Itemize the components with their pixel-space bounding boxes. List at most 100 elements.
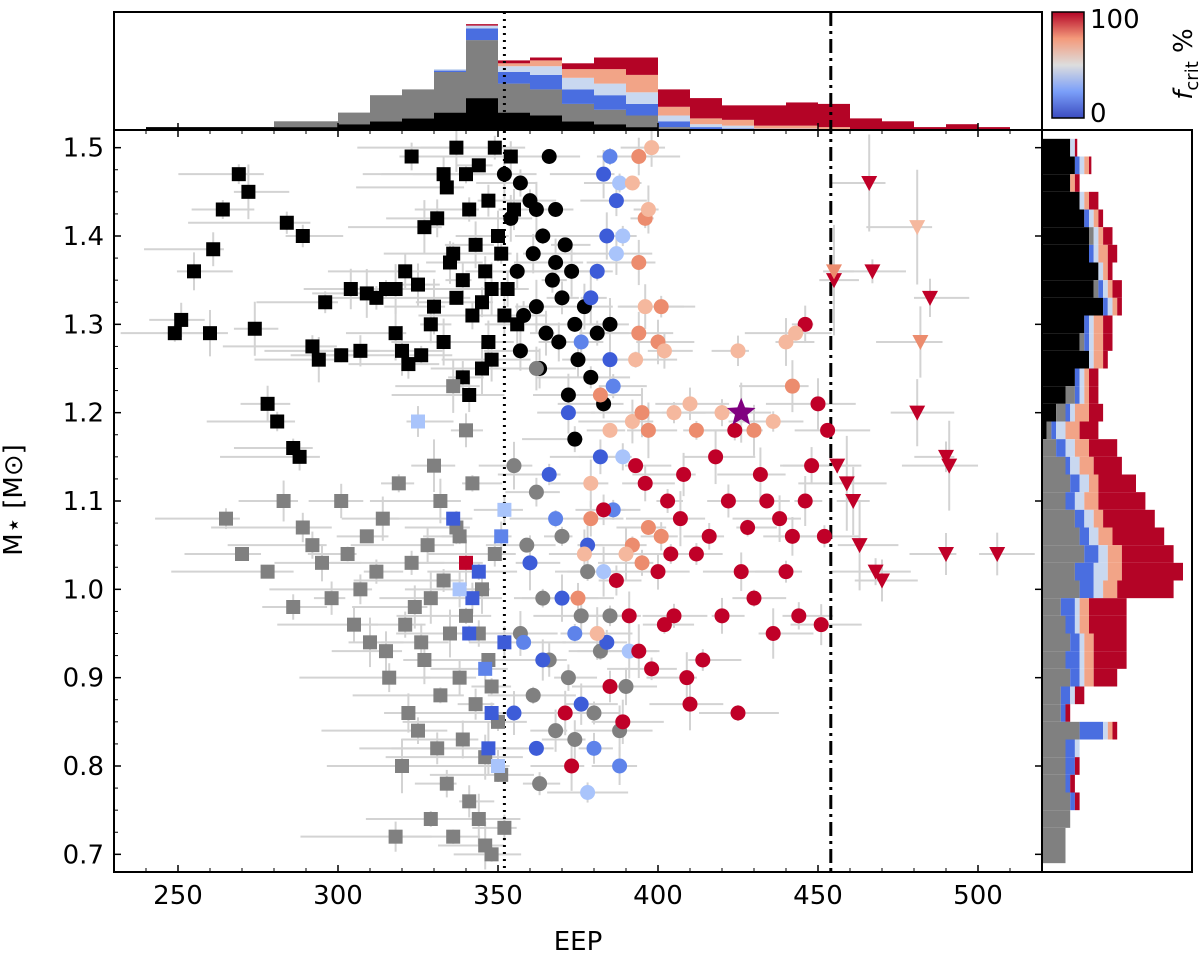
top-hist-bar xyxy=(594,109,626,125)
right-hist-bar xyxy=(1098,209,1104,228)
circle-point xyxy=(548,202,564,217)
circle-point xyxy=(810,396,826,412)
circle-point xyxy=(506,705,522,721)
circle-point xyxy=(637,299,653,315)
circle-point xyxy=(682,396,698,412)
right-hist-bar xyxy=(1079,421,1099,440)
right-hist-bar xyxy=(1074,792,1080,811)
circle-point xyxy=(714,608,730,624)
right-hist-bar xyxy=(1065,492,1075,510)
right-hist-bar xyxy=(1042,545,1085,563)
right-hist-bar xyxy=(1070,792,1075,811)
top-hist-bar xyxy=(306,121,338,128)
square-point xyxy=(449,290,464,305)
square-point xyxy=(487,140,502,155)
square-point xyxy=(459,423,473,438)
square-point xyxy=(241,184,256,199)
circle-point xyxy=(631,325,647,341)
top-hist-bar xyxy=(626,115,658,128)
top-hist-bar xyxy=(690,124,722,128)
top-hist-bar xyxy=(786,102,818,126)
right-hist-bar xyxy=(1093,668,1118,687)
circle-point xyxy=(548,255,564,270)
square-point xyxy=(388,282,403,296)
square-point xyxy=(459,608,473,623)
right-hist-bar xyxy=(1074,492,1085,510)
right-hist-bar xyxy=(1042,651,1066,669)
top-hist-bar xyxy=(498,60,530,64)
circle-point xyxy=(592,449,608,465)
y-tick-label: 1.3 xyxy=(63,310,104,340)
top-hist-bar xyxy=(498,63,530,67)
right-hist-bar xyxy=(1042,792,1071,811)
circle-point xyxy=(583,369,599,385)
circle-point xyxy=(765,626,781,641)
y-tick-label: 1.0 xyxy=(63,575,104,605)
x-tick-label: 400 xyxy=(633,881,683,911)
top-hist-bar xyxy=(818,103,850,128)
top-hist-bar xyxy=(434,72,466,113)
y-tick-label: 0.7 xyxy=(63,840,104,870)
top-hist-bar xyxy=(434,69,466,71)
square-point xyxy=(404,555,419,570)
triangle-point xyxy=(909,220,926,236)
circle-point xyxy=(583,511,599,527)
circle-point xyxy=(548,511,564,527)
circle-point xyxy=(583,290,599,306)
circle-point xyxy=(557,705,573,721)
circle-point xyxy=(676,467,692,482)
square-point xyxy=(369,564,384,579)
right-hist-bar xyxy=(1079,527,1089,546)
right-hist-bar xyxy=(1093,562,1108,581)
right-hist-bar xyxy=(1070,456,1080,475)
square-point xyxy=(459,555,473,570)
circle-point xyxy=(570,352,586,368)
top-hist-bar xyxy=(658,106,690,116)
triangle-point xyxy=(864,264,881,280)
colorbar-max-label: 100 xyxy=(1090,5,1140,35)
circle-point xyxy=(528,361,544,376)
right-hist-bar xyxy=(1056,403,1066,422)
circle-point xyxy=(640,422,656,438)
triangle-point xyxy=(912,335,929,350)
y-axis-label: M⋆ [M⊙] xyxy=(0,444,29,555)
square-point xyxy=(286,600,301,614)
right-hist-bar xyxy=(1093,580,1104,599)
square-point xyxy=(391,476,406,491)
colorbar xyxy=(1051,11,1085,119)
square-point xyxy=(468,697,483,712)
circle-point xyxy=(714,405,730,421)
top-hist-bar xyxy=(466,24,498,26)
right-hist-bar xyxy=(1103,509,1155,528)
circle-point xyxy=(596,166,612,182)
right-hist-bar xyxy=(1103,333,1113,351)
right-hist-bar xyxy=(1084,333,1089,351)
square-point xyxy=(324,591,339,606)
top-hist-bar xyxy=(562,89,594,104)
square-point xyxy=(411,277,425,292)
right-hist-bar xyxy=(1098,262,1104,281)
circle-point xyxy=(784,378,800,394)
circle-point xyxy=(532,776,548,792)
top-hist-bar xyxy=(594,83,626,96)
right-hist-bar xyxy=(1074,403,1089,422)
right-hist-bar xyxy=(1089,439,1118,457)
circle-point xyxy=(599,634,615,650)
circle-point xyxy=(631,149,647,164)
right-hist-bar xyxy=(1079,456,1094,475)
circle-point xyxy=(596,502,612,518)
circle-point xyxy=(624,414,640,429)
square-point xyxy=(465,308,480,323)
circle-point xyxy=(589,626,605,641)
right-hist-bar xyxy=(1089,191,1099,210)
right-hist-bar xyxy=(1084,651,1094,669)
square-point xyxy=(411,414,425,429)
right-hist-bar xyxy=(1070,774,1075,793)
circle-point xyxy=(551,334,567,350)
top-hist-bar xyxy=(722,119,754,126)
circle-point xyxy=(733,564,749,580)
triangle-point xyxy=(909,405,926,421)
right-hist-bar xyxy=(1089,227,1094,245)
square-point xyxy=(471,564,486,579)
circle-point xyxy=(525,246,541,262)
